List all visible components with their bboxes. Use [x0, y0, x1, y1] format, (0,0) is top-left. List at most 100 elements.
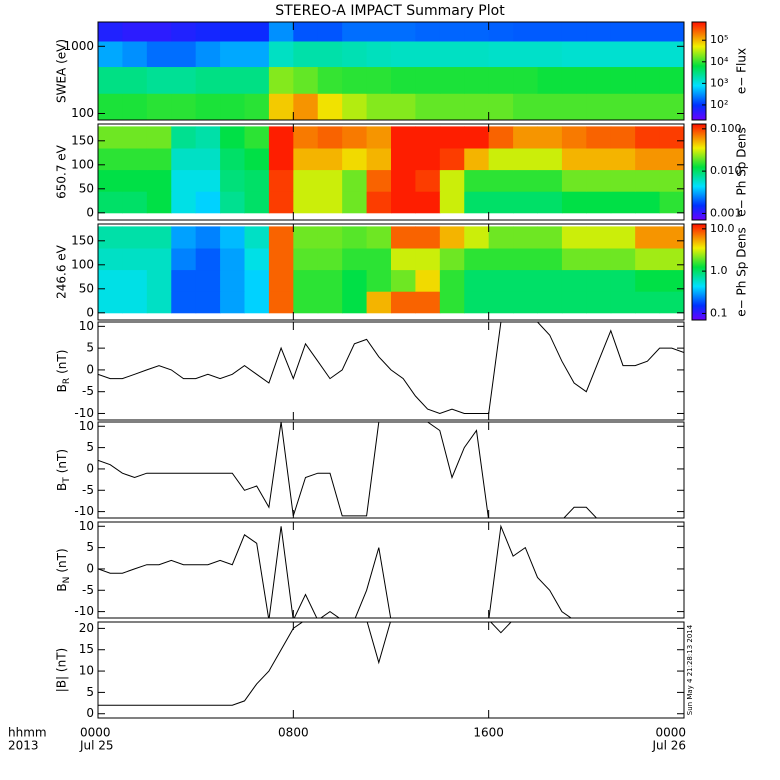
heat-cell: [366, 66, 392, 94]
y-axis-label-sub: R: [62, 378, 72, 384]
heat-cell: [659, 93, 684, 120]
heat-cell: [366, 148, 392, 171]
heat-cell: [146, 93, 172, 120]
heat-cell: [244, 40, 270, 68]
heat-cell: [464, 93, 490, 120]
heat-cell: [244, 269, 270, 292]
heat-cell: [561, 93, 587, 120]
heat-cell: [122, 148, 148, 171]
y-tick-label: 0: [86, 461, 94, 475]
heat-cell: [488, 148, 514, 171]
heat-cell: [244, 191, 270, 214]
heat-cell: [513, 93, 538, 120]
y-tick-label: 10: [79, 319, 94, 333]
heat-cell: [98, 226, 123, 249]
y-axis-label-base: B: [55, 483, 69, 491]
y-axis-label-sub: N: [62, 577, 72, 584]
heat-cell: [122, 191, 148, 214]
heat-cell: [464, 248, 490, 271]
heat-cell: [98, 191, 123, 214]
heat-cell: [293, 148, 319, 171]
heat-cell: [488, 22, 514, 42]
heat-cell: [391, 291, 416, 314]
heat-cell: [317, 226, 343, 249]
heat-cell: [171, 93, 197, 120]
heat-cell: [268, 191, 294, 214]
heat-cell: [122, 248, 148, 271]
heat-cell: [586, 269, 612, 292]
heat-cell: [439, 248, 465, 271]
heat-cell: [391, 269, 416, 292]
heat-cell: [244, 226, 270, 249]
colorbar: [691, 21, 707, 121]
heat-cell: [488, 191, 514, 214]
panel: [98, 22, 684, 120]
heat-cell: [195, 148, 221, 171]
heat-cell: [317, 66, 343, 94]
heat-cell: [561, 226, 587, 249]
heat-cell: [366, 248, 392, 271]
heat-cell: [659, 148, 684, 171]
y-tick-label: -5: [82, 583, 94, 597]
heat-cell: [415, 169, 441, 192]
heat-cell: [342, 40, 368, 68]
heat-cell: [464, 169, 490, 192]
heat-cell: [293, 126, 319, 149]
heat-cell: [391, 248, 416, 271]
panel-frame: [97, 321, 685, 421]
heat-cell: [220, 126, 245, 149]
y-axis-label-base: B: [55, 384, 69, 392]
panel: [98, 226, 684, 314]
heat-cell: [146, 169, 172, 192]
y-tick-label: 5: [86, 341, 94, 355]
panel-frame: [97, 521, 685, 619]
heat-cell: [220, 148, 245, 171]
heat-cell: [342, 169, 368, 192]
heat-cell: [513, 226, 538, 249]
heat-cell: [342, 66, 368, 94]
heat-cell: [317, 169, 343, 192]
heat-cell: [366, 291, 392, 314]
heat-cell: [268, 22, 294, 42]
heat-cell: [317, 269, 343, 292]
heat-cell: [342, 191, 368, 214]
y-tick-label: -10: [74, 406, 94, 420]
y-axis-label: |B| (nT): [55, 648, 69, 692]
y-tick-label: 10: [79, 519, 94, 533]
heat-cell: [268, 66, 294, 94]
heat-cell: [586, 248, 612, 271]
heat-cell: [122, 22, 148, 42]
heat-cell: [366, 226, 392, 249]
trace: [98, 322, 684, 415]
heat-cell: [610, 191, 636, 214]
heat-cell: [317, 22, 343, 42]
heat-cell: [586, 148, 612, 171]
heat-cell: [293, 40, 319, 68]
heat-cell: [342, 148, 368, 171]
heat-cell: [220, 169, 245, 192]
heat-cell: [317, 93, 343, 120]
timestamp: Sun May 4 21:28:13 2014: [686, 624, 694, 715]
trace: [98, 622, 512, 706]
heat-cell: [342, 93, 368, 120]
heat-cell: [659, 126, 684, 149]
heat-cell: [635, 22, 661, 42]
heat-cell: [195, 66, 221, 94]
heat-cell: [513, 291, 538, 314]
y-tick-label: -10: [74, 604, 94, 618]
heat-cell: [415, 126, 441, 149]
heat-cell: [122, 40, 148, 68]
heat-cell: [537, 226, 563, 249]
heat-cell: [635, 126, 661, 149]
heat-cell: [561, 22, 587, 42]
heat-cell: [464, 40, 490, 68]
heat-cell: [610, 126, 636, 149]
heat-cell: [635, 169, 661, 192]
heat-cell: [244, 148, 270, 171]
heat-cell: [488, 169, 514, 192]
heat-cell: [171, 191, 197, 214]
y-tick-label: 150: [71, 133, 94, 147]
heat-cell: [317, 291, 343, 314]
heat-cell: [610, 148, 636, 171]
y-tick-label: 150: [71, 233, 94, 247]
